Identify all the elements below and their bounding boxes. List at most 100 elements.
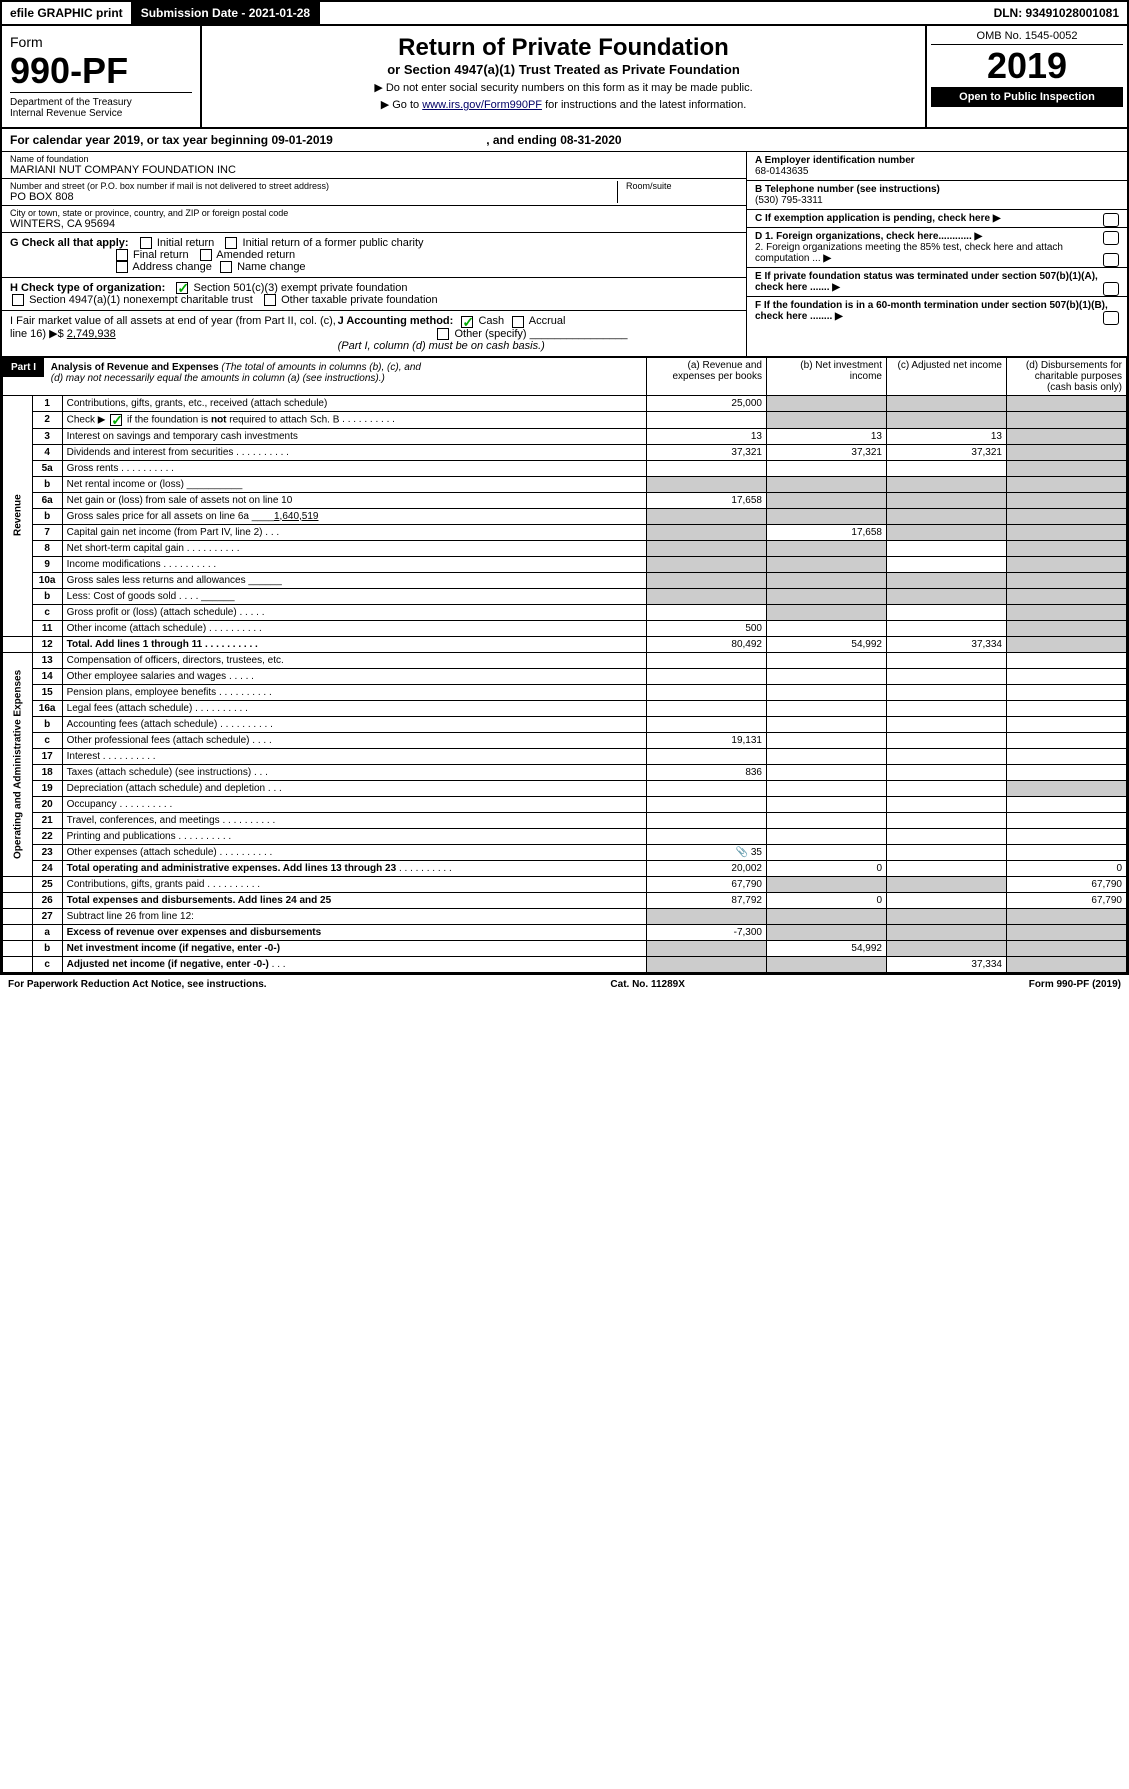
cash-checkbox[interactable]: [461, 316, 473, 328]
j-label: J Accounting method:: [338, 315, 454, 327]
part1-header-row: Part I Analysis of Revenue and Expenses …: [3, 357, 1127, 395]
d1-checkbox[interactable]: [1103, 231, 1119, 245]
row-23-a: 35: [751, 847, 762, 858]
row-1-a: 25,000: [647, 395, 767, 411]
row-6b: bGross sales price for all assets on lin…: [3, 508, 1127, 524]
row-4: 4Dividends and interest from securities …: [3, 444, 1127, 460]
row-9: 9Income modifications: [3, 556, 1127, 572]
instruction-1: ▶ Do not enter social security numbers o…: [210, 81, 917, 94]
accrual-checkbox[interactable]: [512, 316, 524, 328]
row-16c-a: 19,131: [647, 732, 767, 748]
row-11: 11Other income (attach schedule) 500: [3, 620, 1127, 636]
row-16b-desc: Accounting fees (attach schedule): [67, 719, 218, 730]
row-11-a: 500: [647, 620, 767, 636]
phone-value: (530) 795-3311: [755, 195, 823, 206]
row-12-c: 37,334: [887, 636, 1007, 652]
row-27b: bNet investment income (if negative, ent…: [3, 940, 1127, 956]
row-3-a: 13: [647, 428, 767, 444]
name-change-checkbox[interactable]: [220, 261, 232, 273]
row-25-desc: Contributions, gifts, grants paid: [67, 879, 205, 890]
row-10a-desc: Gross sales less returns and allowances: [67, 575, 246, 586]
4947-checkbox[interactable]: [12, 294, 24, 306]
return-title: Return of Private Foundation: [210, 34, 917, 62]
row-25: 25Contributions, gifts, grants paid 67,7…: [3, 876, 1127, 892]
row-5b: bNet rental income or (loss) __________: [3, 476, 1127, 492]
row-24-b: 0: [767, 860, 887, 876]
d2-label: 2. Foreign organizations meeting the 85%…: [755, 242, 1063, 264]
addr-change-checkbox[interactable]: [116, 261, 128, 273]
row-24-d: 0: [1007, 860, 1127, 876]
row-13: Operating and Administrative Expenses13C…: [3, 652, 1127, 668]
j-accrual: Accrual: [529, 315, 566, 327]
header-left: Form 990-PF Department of the Treasury I…: [2, 26, 202, 127]
row-27a-desc: Excess of revenue over expenses and disb…: [67, 927, 322, 938]
row-1-desc: Contributions, gifts, grants, etc., rece…: [62, 395, 646, 411]
city-label: City or town, state or province, country…: [10, 208, 738, 218]
row-12-a: 80,492: [647, 636, 767, 652]
c-cell: C If exemption application is pending, c…: [747, 210, 1127, 228]
row-16a: 16aLegal fees (attach schedule): [3, 700, 1127, 716]
d2-checkbox[interactable]: [1103, 253, 1119, 267]
ein-label: A Employer identification number: [755, 155, 915, 166]
initial-former-checkbox[interactable]: [225, 237, 237, 249]
irs-link[interactable]: www.irs.gov/Form990PF: [422, 99, 542, 111]
paperwork-notice: For Paperwork Reduction Act Notice, see …: [8, 979, 267, 990]
row-27c-desc: Adjusted net income (if negative, enter …: [67, 959, 269, 970]
row-14: 14Other employee salaries and wages . . …: [3, 668, 1127, 684]
e-cell: E If private foundation status was termi…: [747, 268, 1127, 297]
h-4947: Section 4947(a)(1) nonexempt charitable …: [29, 294, 253, 306]
g-amended: Amended return: [216, 249, 295, 261]
city-cell: City or town, state or province, country…: [2, 206, 746, 233]
city: WINTERS, CA 95694: [10, 218, 738, 230]
row-8: 8Net short-term capital gain: [3, 540, 1127, 556]
address-row: Number and street (or P.O. box number if…: [2, 179, 746, 206]
submission-date: Submission Date - 2021-01-28: [133, 2, 320, 24]
row-16c: cOther professional fees (attach schedul…: [3, 732, 1127, 748]
row-27: 27Subtract line 26 from line 12:: [3, 908, 1127, 924]
row-6a-desc: Net gain or (loss) from sale of assets n…: [62, 492, 646, 508]
footer: For Paperwork Reduction Act Notice, see …: [0, 975, 1129, 994]
c-checkbox[interactable]: [1103, 213, 1119, 227]
form-container: efile GRAPHIC print Submission Date - 20…: [0, 0, 1129, 975]
other-method-checkbox[interactable]: [437, 328, 449, 340]
f-cell: F If the foundation is in a 60-month ter…: [747, 297, 1127, 325]
row-10c-desc: Gross profit or (loss) (attach schedule): [67, 607, 237, 618]
g-section: G Check all that apply: Initial return I…: [2, 233, 746, 278]
row-10b: bLess: Cost of goods sold . . . . ______: [3, 588, 1127, 604]
501c3-checkbox[interactable]: [176, 282, 188, 294]
i-value: 2,749,938: [67, 328, 116, 340]
e-checkbox[interactable]: [1103, 282, 1119, 296]
row-19: 19Depreciation (attach schedule) and dep…: [3, 780, 1127, 796]
final-checkbox[interactable]: [116, 249, 128, 261]
phone-label: B Telephone number (see instructions): [755, 184, 940, 195]
room-label: Room/suite: [626, 181, 738, 191]
cat-number: Cat. No. 11289X: [610, 979, 684, 990]
row-4-b: 37,321: [767, 444, 887, 460]
f-checkbox[interactable]: [1103, 311, 1119, 325]
row-7: 7Capital gain net income (from Part IV, …: [3, 524, 1127, 540]
addr-label: Number and street (or P.O. box number if…: [10, 181, 609, 191]
sch-b-checkbox[interactable]: [110, 414, 122, 426]
expenses-label: Operating and Administrative Expenses: [3, 652, 33, 876]
other-taxable-checkbox[interactable]: [264, 294, 276, 306]
row-5a-desc: Gross rents: [67, 463, 119, 474]
cal-begin: 09-01-2019: [271, 133, 332, 147]
instr2-pre: ▶ Go to: [381, 99, 422, 111]
efile-label: efile GRAPHIC print: [2, 2, 133, 24]
g-initial: Initial return: [157, 237, 214, 249]
row-26: 26Total expenses and disbursements. Add …: [3, 892, 1127, 908]
row-3-c: 13: [887, 428, 1007, 444]
amended-checkbox[interactable]: [200, 249, 212, 261]
row-21-desc: Travel, conferences, and meetings: [67, 815, 220, 826]
col-d-header: (d) Disbursements for charitable purpose…: [1007, 357, 1127, 395]
col-c-header: (c) Adjusted net income: [887, 357, 1007, 395]
g-addr-change: Address change: [132, 261, 212, 273]
row-27-desc: Subtract line 26 from line 12:: [62, 908, 646, 924]
ij-section: I Fair market value of all assets at end…: [2, 311, 746, 355]
info-left: Name of foundation MARIANI NUT COMPANY F…: [2, 152, 747, 356]
form-number: 990-PF: [10, 50, 192, 92]
initial-checkbox[interactable]: [140, 237, 152, 249]
row-14-desc: Other employee salaries and wages: [67, 671, 227, 682]
row-24-desc: Total operating and administrative expen…: [67, 863, 397, 874]
row-17-desc: Interest: [67, 751, 100, 762]
